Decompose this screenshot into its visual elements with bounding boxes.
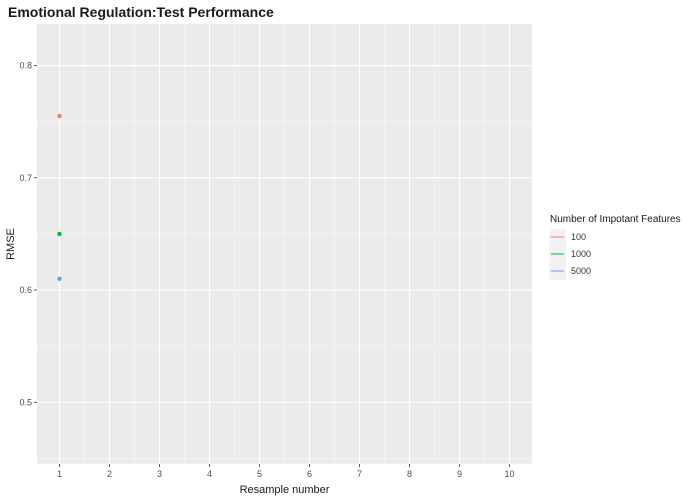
y-axis-title: RMSE (5, 228, 17, 260)
y-tick-label: 0.8 (19, 61, 32, 71)
y-tick-label: 0.6 (19, 285, 32, 295)
legend-item-5000: 5000 (549, 263, 591, 280)
legend-label: 100 (571, 232, 586, 242)
x-tick-label: 6 (307, 469, 312, 479)
x-tick-label: 2 (107, 469, 112, 479)
legend-label: 5000 (571, 266, 591, 276)
legend: Number of Impotant Features 100 1000 5000 (549, 214, 681, 280)
data-point-5000 (57, 276, 62, 281)
data-point-100 (57, 113, 62, 119)
y-tick-label: 0.7 (19, 173, 32, 183)
x-tick-label: 8 (407, 469, 412, 479)
x-tick-label: 9 (457, 469, 462, 479)
grid-minor (37, 24, 532, 464)
y-axis: 0.5 0.6 0.7 0.8 (19, 61, 37, 407)
x-tick-label: 1 (57, 469, 62, 479)
y-tick-label: 0.5 (19, 397, 32, 407)
data-points (57, 113, 62, 281)
legend-item-1000: 1000 (549, 246, 591, 263)
legend-label: 1000 (571, 249, 591, 259)
x-tick-label: 3 (157, 469, 162, 479)
chart-title: Emotional Regulation:Test Performance (8, 4, 274, 20)
x-axis-title: Resample number (240, 484, 330, 496)
x-axis: 1 2 3 4 5 6 7 8 9 10 (57, 464, 515, 479)
legend-item-100: 100 (549, 229, 586, 246)
data-point-1000 (57, 231, 62, 237)
grid-major (37, 24, 532, 464)
x-tick-label: 4 (207, 469, 212, 479)
x-tick-label: 7 (357, 469, 362, 479)
legend-title: Number of Impotant Features (550, 214, 681, 225)
x-tick-label: 10 (504, 469, 514, 479)
x-tick-label: 5 (257, 469, 262, 479)
